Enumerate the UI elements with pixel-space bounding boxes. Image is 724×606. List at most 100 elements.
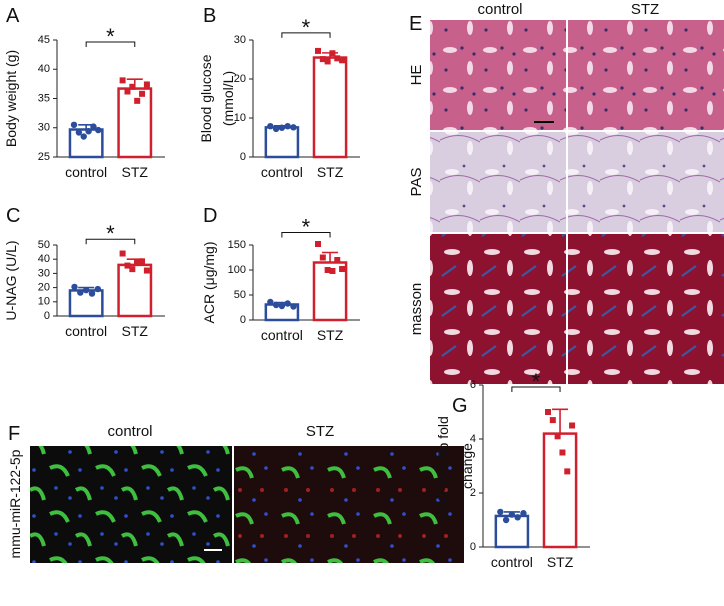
y-tick-label: 0 (240, 151, 246, 163)
y-tick-label: 45 (38, 34, 50, 46)
y-tick-label: 0 (470, 541, 476, 553)
significance-label: * (302, 215, 311, 240)
data-point (95, 126, 102, 134)
y-tick-label: 30 (38, 267, 50, 279)
data-point (334, 55, 341, 62)
y-tick-label: 40 (38, 253, 50, 265)
data-point (71, 283, 78, 291)
significance-bracket (85, 238, 136, 245)
significance-bracket (511, 386, 561, 392)
he-control (430, 20, 566, 130)
data-point (502, 516, 510, 524)
data-point (143, 81, 150, 88)
data-point (290, 303, 297, 310)
row-label: masson (408, 283, 425, 336)
error-bar (322, 251, 339, 263)
panel-label: A (6, 5, 20, 27)
y-tick-label: 50 (38, 239, 50, 251)
x-tick-label: control (261, 327, 303, 343)
data-point (520, 510, 527, 517)
bar (312, 56, 348, 159)
data-point (329, 268, 336, 274)
masson-control (430, 234, 566, 384)
data-point (549, 417, 556, 424)
data-point (508, 511, 516, 518)
data-point (119, 77, 126, 84)
bar (264, 126, 300, 159)
data-point (272, 301, 280, 309)
x-tick-label: control (491, 554, 533, 570)
column-header: control (477, 1, 522, 18)
row-label: PAS (408, 168, 425, 197)
y-tick-label: 2 (470, 487, 476, 499)
data-point (319, 254, 326, 261)
data-point (88, 290, 96, 297)
data-point (129, 266, 136, 273)
data-point (82, 286, 90, 294)
y-tick-label: 20 (38, 282, 50, 294)
pas-control (430, 132, 566, 232)
he-stz (568, 20, 724, 130)
panel-label: F (8, 423, 20, 445)
data-point (564, 468, 571, 475)
data-point (90, 123, 97, 130)
column-header: STZ (306, 423, 334, 440)
y-tick-label: 0 (44, 310, 50, 322)
masson-stz (568, 234, 724, 384)
y-tick-label: 50 (234, 289, 246, 301)
data-point (94, 285, 102, 293)
data-point (119, 250, 126, 257)
data-point (290, 124, 297, 131)
panel-label: G (452, 395, 468, 417)
data-point (324, 267, 331, 273)
panel-label: C (6, 205, 20, 227)
y-axis-label: Body weight (g) (3, 50, 19, 147)
y-tick-label: 40 (38, 63, 50, 75)
significance-label: * (106, 24, 115, 49)
y-tick-label: 150 (228, 239, 246, 251)
data-point (329, 50, 336, 57)
data-point (278, 124, 286, 131)
data-point (339, 266, 346, 272)
data-point (545, 409, 552, 415)
data-point (339, 57, 346, 64)
bar (68, 289, 104, 318)
data-point (284, 122, 291, 130)
x-tick-label: STZ (122, 323, 149, 339)
y-axis-label: (mmol/L) (220, 71, 236, 126)
y-axis-label: change (459, 443, 475, 489)
y-tick-label: 35 (38, 92, 50, 104)
y-axis-label: miR-122-5p fold (435, 416, 451, 516)
data-point (315, 47, 322, 54)
data-point (267, 122, 274, 130)
data-point (124, 262, 131, 269)
data-point (134, 97, 141, 104)
data-point (324, 58, 331, 65)
data-point (139, 90, 146, 97)
significance-label: * (302, 15, 311, 40)
significance-bracket (281, 32, 331, 38)
y-tick-label: 10 (38, 296, 50, 308)
data-point (75, 129, 83, 136)
data-point (284, 300, 291, 307)
panel-label: B (203, 5, 216, 27)
x-tick-label: control (65, 323, 107, 339)
x-tick-label: STZ (547, 554, 574, 570)
significance-bracket (281, 232, 331, 238)
significance-label: * (106, 221, 115, 246)
data-point (124, 88, 131, 95)
data-point (514, 514, 521, 521)
column-header: STZ (631, 1, 659, 18)
error-bar (552, 408, 569, 434)
bar (68, 128, 104, 159)
significance-bracket (85, 41, 136, 47)
y-tick-label: 30 (234, 34, 246, 46)
pas-stz (568, 132, 724, 232)
data-point (334, 257, 341, 263)
data-point (497, 508, 504, 516)
data-point (139, 258, 146, 265)
x-tick-label: STZ (317, 164, 344, 180)
data-point (559, 449, 566, 456)
data-point (80, 133, 87, 140)
